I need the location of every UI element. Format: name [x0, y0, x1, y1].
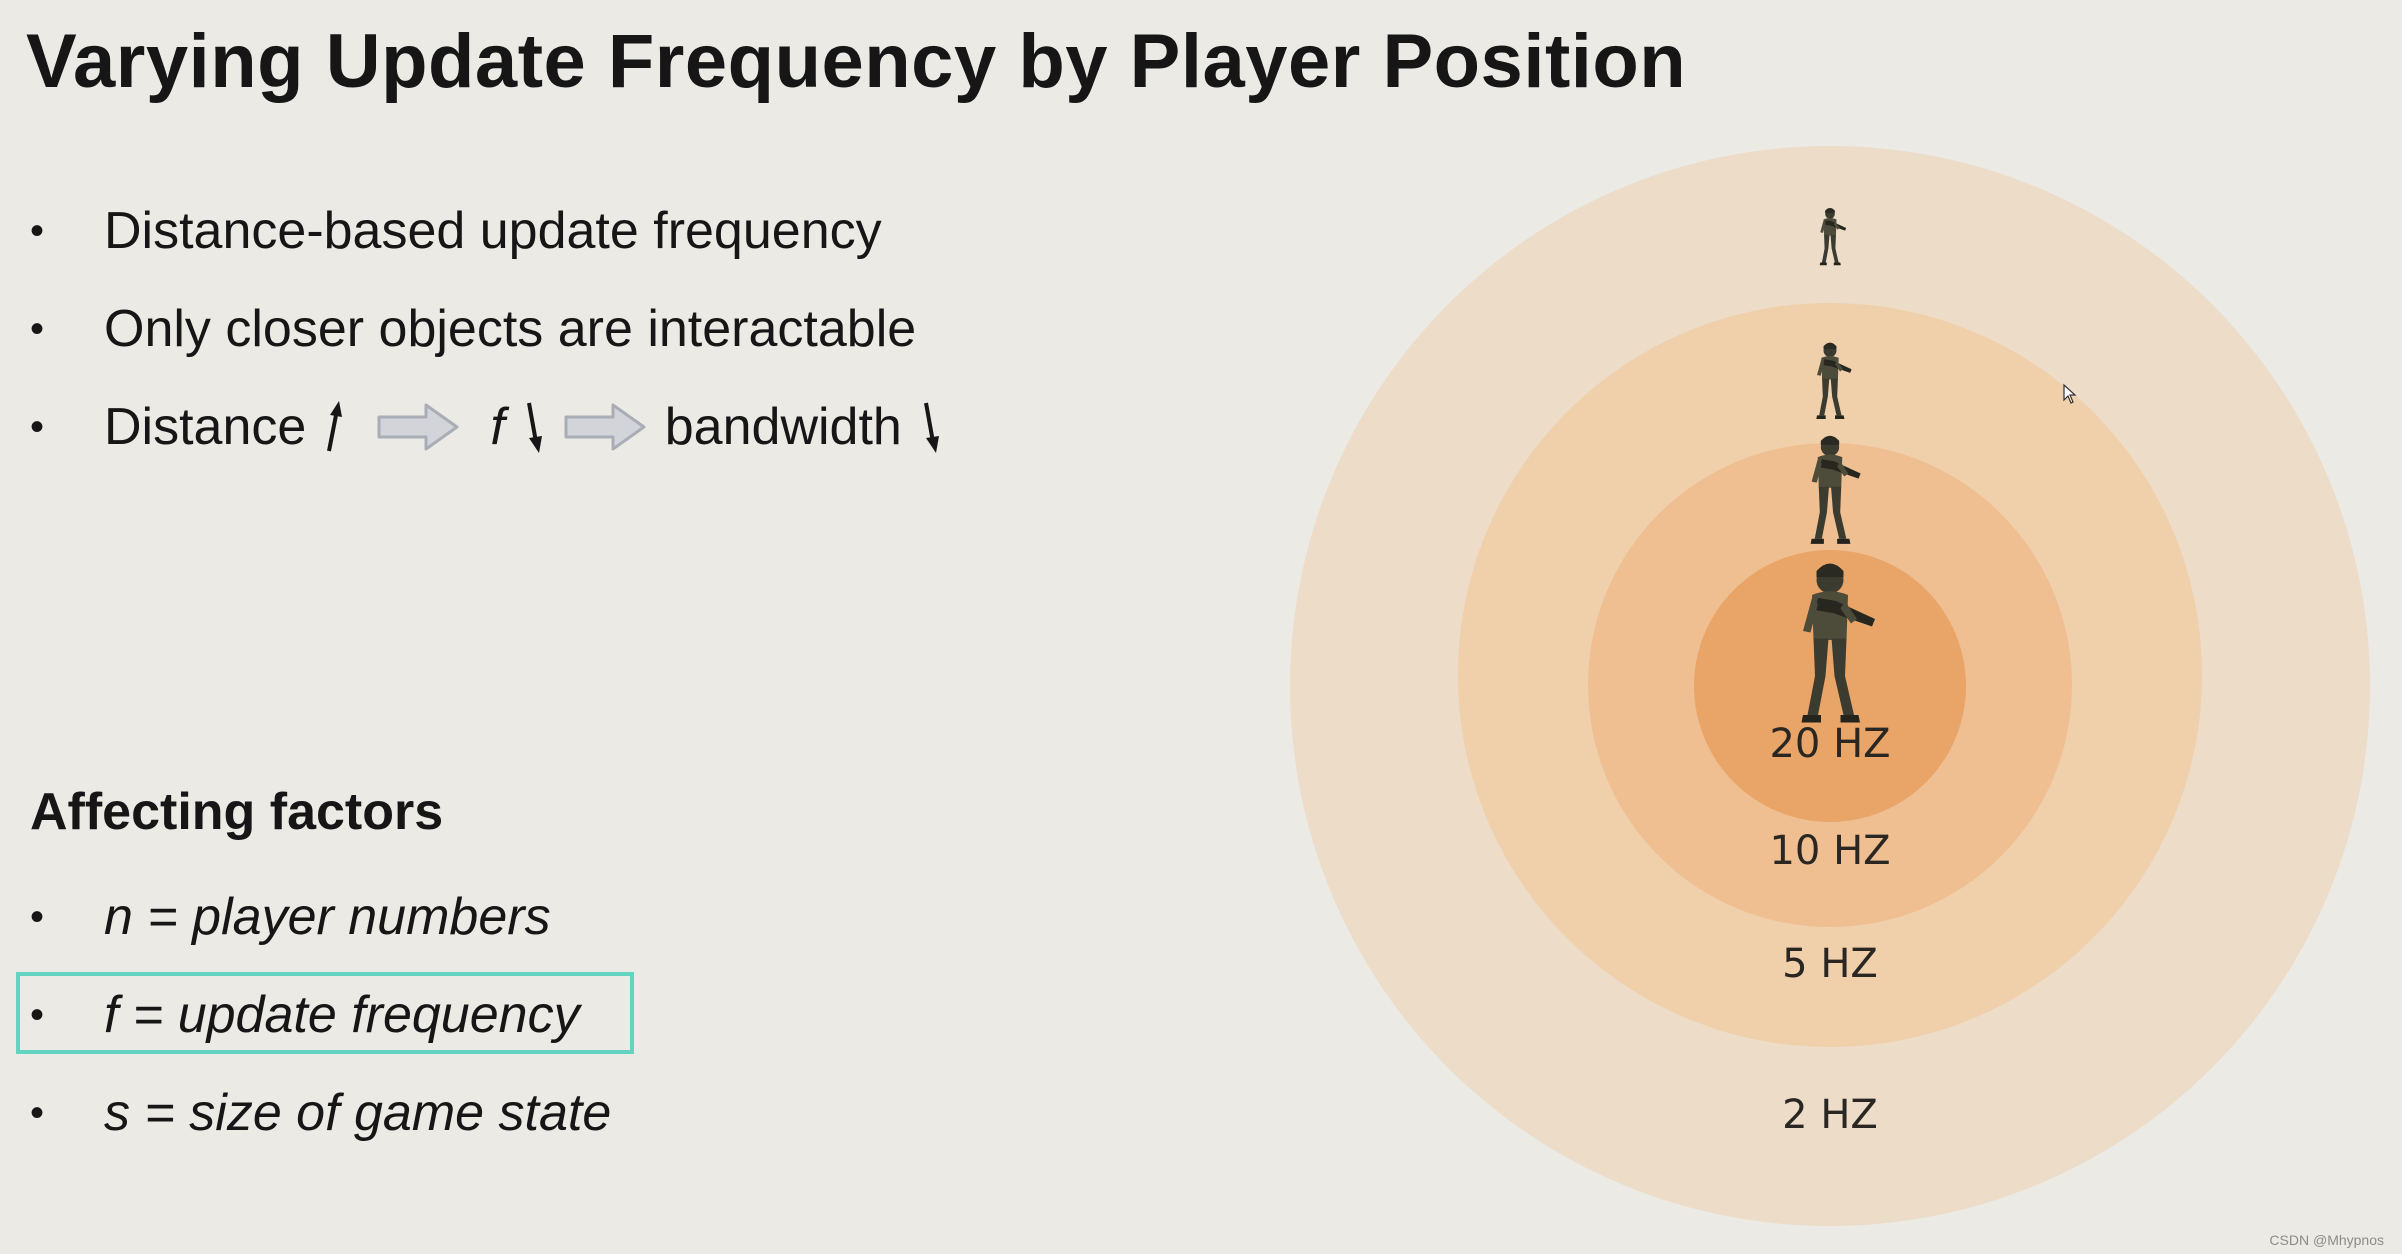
distance-label: Distance — [104, 398, 307, 456]
bullet-dot: • — [30, 307, 45, 351]
bullet-dot: • — [30, 405, 45, 449]
ring-label: 20 HZ — [1769, 721, 1890, 767]
highlight-box — [16, 972, 634, 1054]
cursor-icon — [2063, 383, 2077, 404]
slide-title: Varying Update Frequency by Player Posit… — [26, 19, 1687, 104]
bullet-text: Only closer objects are interactable — [104, 300, 917, 358]
watermark: CSDN @Mhypnos — [2269, 1232, 2384, 1248]
down-arrow-icon — [526, 402, 542, 453]
bullet-dot: • — [30, 895, 45, 939]
up-arrow-icon — [327, 401, 343, 452]
frequency-ring — [1694, 550, 1966, 822]
ring-label: 10 HZ — [1769, 828, 1890, 874]
down-arrow-icon — [923, 402, 939, 453]
ring-label: 2 HZ — [1782, 1092, 1878, 1138]
factors-heading: Affecting factors — [30, 783, 444, 841]
right-arrow-icon — [377, 403, 459, 451]
bullet-dot: • — [30, 1091, 45, 1135]
bullet-text: Distance-based update frequency — [104, 202, 882, 260]
bullet-dot: • — [30, 993, 45, 1037]
bullet-dot: • — [30, 209, 45, 253]
relation-row: Distance f — [104, 378, 942, 476]
bandwidth-label: bandwidth — [664, 398, 902, 456]
right-arrow-icon — [564, 403, 646, 451]
f-symbol: f — [490, 398, 505, 456]
ring-label: 5 HZ — [1782, 941, 1878, 987]
factor-text: f = update frequency — [104, 986, 580, 1044]
factor-text: s = size of game state — [104, 1084, 612, 1142]
factor-text: n = player numbers — [104, 888, 551, 946]
